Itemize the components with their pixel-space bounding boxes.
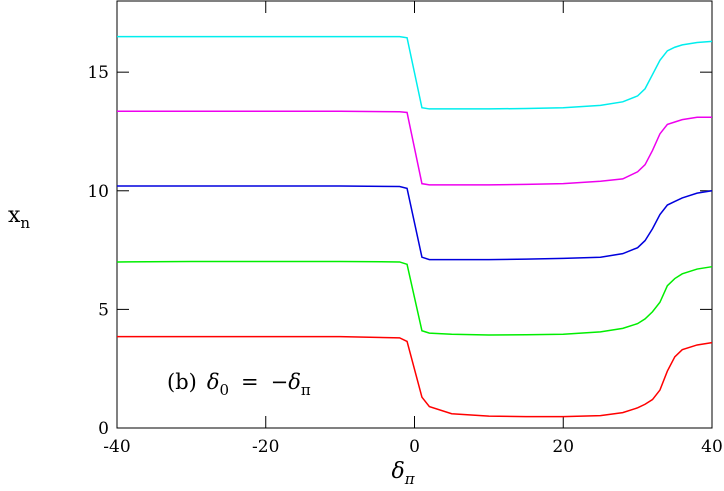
series-line bbox=[117, 185, 713, 261]
annotation-prefix: (b) bbox=[167, 370, 197, 394]
y-label-symbol: x bbox=[8, 203, 21, 228]
series-line bbox=[117, 110, 712, 186]
annotation-rhs: −δ bbox=[271, 370, 301, 394]
annotation-rhs-sub: π bbox=[301, 381, 311, 399]
annotation-lhs-sub: 0 bbox=[220, 381, 230, 399]
x-tick-label: 40 bbox=[701, 437, 723, 457]
annotation-op: = bbox=[241, 370, 259, 394]
y-tick-label: 5 bbox=[98, 300, 109, 320]
series-line bbox=[117, 35, 713, 110]
x-axis-label: δπ bbox=[391, 459, 415, 488]
x-label-sub: π bbox=[404, 470, 416, 488]
annotation-lhs: δ bbox=[207, 370, 220, 394]
x-tick-label: -20 bbox=[252, 437, 279, 457]
x-tick-label: 20 bbox=[552, 437, 574, 457]
annotation: (b) δ0 = −δπ bbox=[167, 370, 311, 399]
y-tick-label: 10 bbox=[87, 182, 109, 202]
y-tick-label: 0 bbox=[98, 419, 109, 439]
x-tick-label: 0 bbox=[409, 437, 420, 457]
y-label-sub: n bbox=[20, 214, 30, 232]
y-tick-label: 15 bbox=[87, 63, 109, 83]
y-axis-label: xn bbox=[8, 203, 30, 232]
series-line bbox=[116, 260, 713, 336]
plot-frame bbox=[116, 0, 713, 429]
x-label-symbol: δ bbox=[391, 459, 404, 484]
x-tick-label: -40 bbox=[103, 437, 130, 457]
series-line bbox=[117, 335, 713, 418]
